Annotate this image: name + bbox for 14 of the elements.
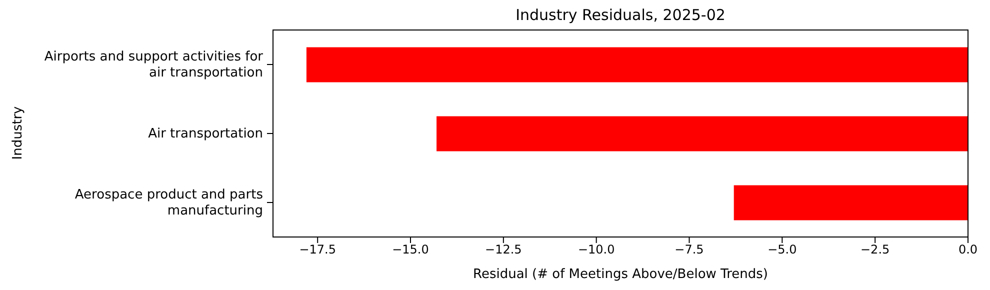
x-tick-label: −7.5 [674,242,704,257]
x-tick-label: −17.5 [299,242,336,257]
y-tick-label: Aerospace product and parts manufacturing [74,187,264,218]
x-tick-label: −2.5 [860,242,890,257]
x-tick-label: −10.0 [578,242,615,257]
x-tick-label: −5.0 [768,242,797,257]
x-tick-label: −15.0 [392,242,429,257]
x-axis-title: Residual (# of Meetings Above/Below Trends) [473,267,768,282]
x-tick-label: 0.0 [958,242,978,257]
x-tick-label: −12.5 [485,242,522,257]
chart-title: Industry Residuals, 2025-02 [514,6,726,24]
y-axis-title: Industry [10,106,26,160]
y-tick-label: Air transportation [148,126,263,141]
y-tick-label: Airports and support activities for air transportation [44,49,264,80]
